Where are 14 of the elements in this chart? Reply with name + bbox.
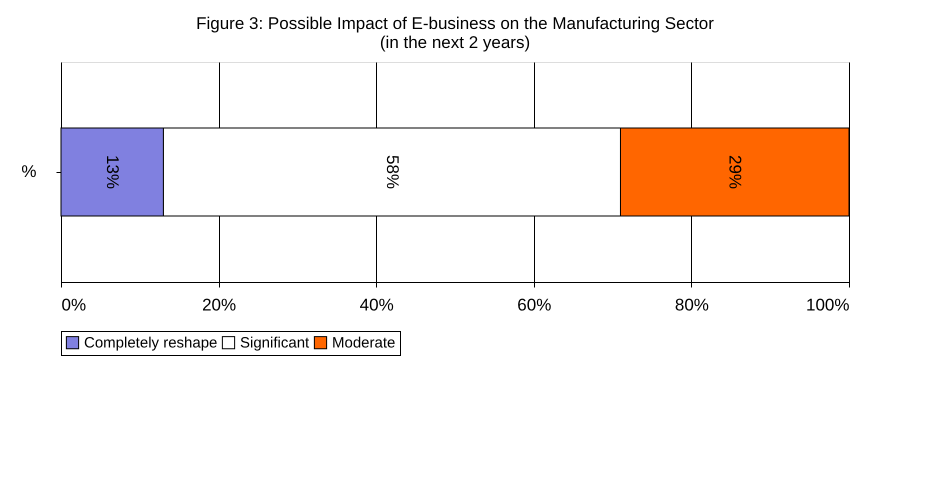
data-label: 58% — [382, 154, 402, 190]
x-tick-label: 60% — [517, 296, 552, 314]
x-tick-label: 20% — [202, 296, 236, 314]
legend-label: Significant — [240, 334, 310, 352]
y-tick-label: % — [21, 162, 36, 181]
legend-label: Moderate — [332, 334, 396, 352]
x-tick-label: 0% — [62, 296, 86, 314]
data-label: 13% — [103, 154, 122, 190]
x-tick-label: 100% — [806, 296, 850, 314]
x-tick-label: 40% — [360, 296, 394, 314]
x-tick-label: 80% — [674, 296, 709, 314]
data-label: 29% — [726, 154, 745, 190]
chart-title: Figure 3: Possible Impact of E-business on the Manufacturing Sector (in the next 2 years) — [196, 14, 714, 52]
legend-label: Completely reshape — [84, 334, 218, 352]
